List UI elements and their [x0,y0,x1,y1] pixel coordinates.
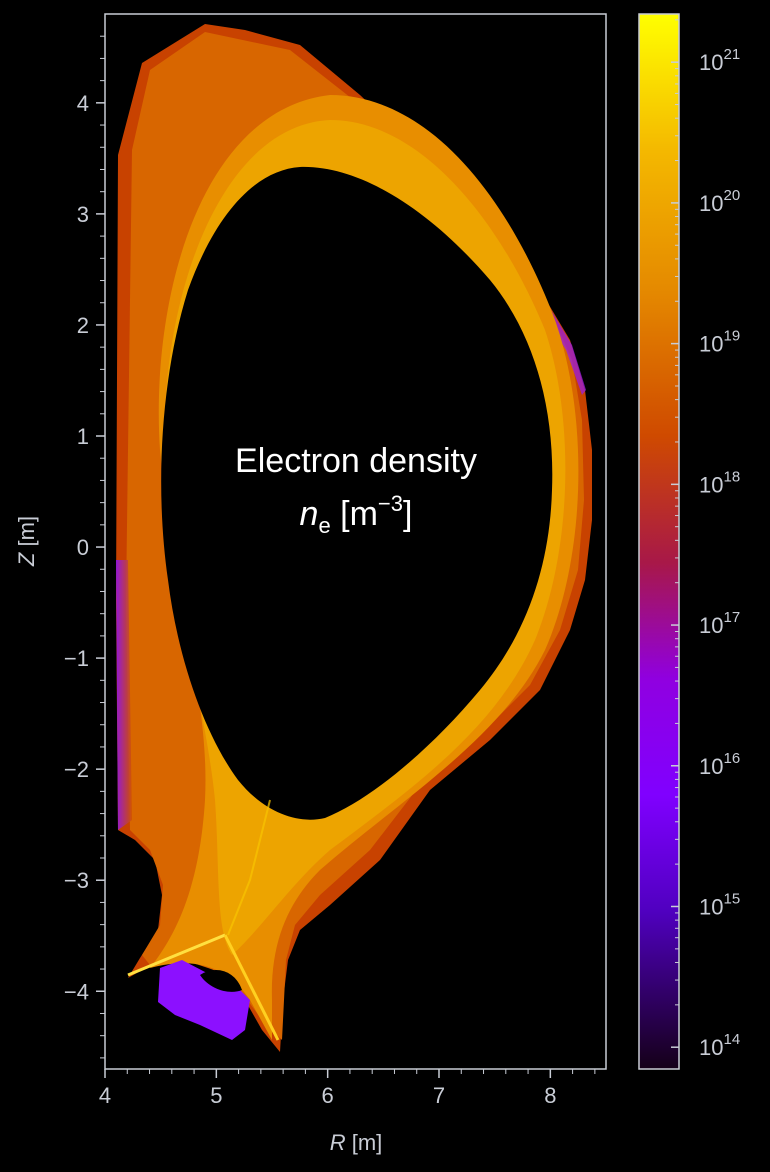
x-tick-label: 6 [322,1083,334,1108]
y-tick-label: 1 [77,424,89,449]
colorbar-tick-label: 1017 [699,609,740,638]
colorbar-gradient [639,14,679,1069]
colorbar-tick-label: 1014 [699,1031,740,1060]
y-tick-label: −1 [64,646,89,671]
colorbar: 1021 1020 1019 1018 1017 1016 1015 1014 [638,13,740,1070]
x-tick-label: 8 [544,1083,556,1108]
colorbar-tick-label: 1020 [699,187,740,216]
inner-wall-low-density [116,560,132,830]
core-no-data [161,166,553,820]
colorbar-tick-label: 1019 [699,328,740,357]
y-axis-label: Z [m] [14,516,39,567]
plot-frame [104,13,607,1070]
private-flux-hole [200,970,242,992]
density-map [116,24,592,1052]
colorbar-frame [638,13,680,1070]
y-axis-ticks: 4 3 2 1 0 −1 −2 −3 −4 [64,35,105,1059]
x-tick-label: 7 [433,1083,445,1108]
annotation-line2: ne [m−3] [300,491,413,538]
y-tick-label: 4 [77,91,89,116]
x-tick-label: 5 [210,1083,222,1108]
y-tick-label: −4 [64,979,89,1004]
y-tick-label: 3 [77,202,89,227]
y-tick-label: −3 [64,868,89,893]
colorbar-tick-label: 1021 [699,46,740,75]
colorbar-tick-label: 1018 [699,468,740,497]
annotation-line1: Electron density [235,442,477,480]
x-point-line [227,799,271,936]
y-tick-label: 0 [77,535,89,560]
colorbar-tick-label: 1015 [699,890,740,919]
y-tick-label: 2 [77,313,89,338]
divertor-leg-outer [223,934,280,1041]
y-tick-label: −2 [64,757,89,782]
divertor-leg-inner [127,933,226,977]
x-axis-label: R [m] [330,1130,383,1155]
private-flux-region [158,960,250,1040]
x-tick-label: 4 [99,1083,111,1108]
x-axis-ticks: 4 5 6 7 8 [99,1069,596,1108]
density-annotation: Electron density ne [m−3] [235,442,477,538]
colorbar-tick-label: 1016 [699,750,740,779]
colorbar-ticks: 1021 1020 1019 1018 1017 1016 1015 1014 [671,19,740,1060]
